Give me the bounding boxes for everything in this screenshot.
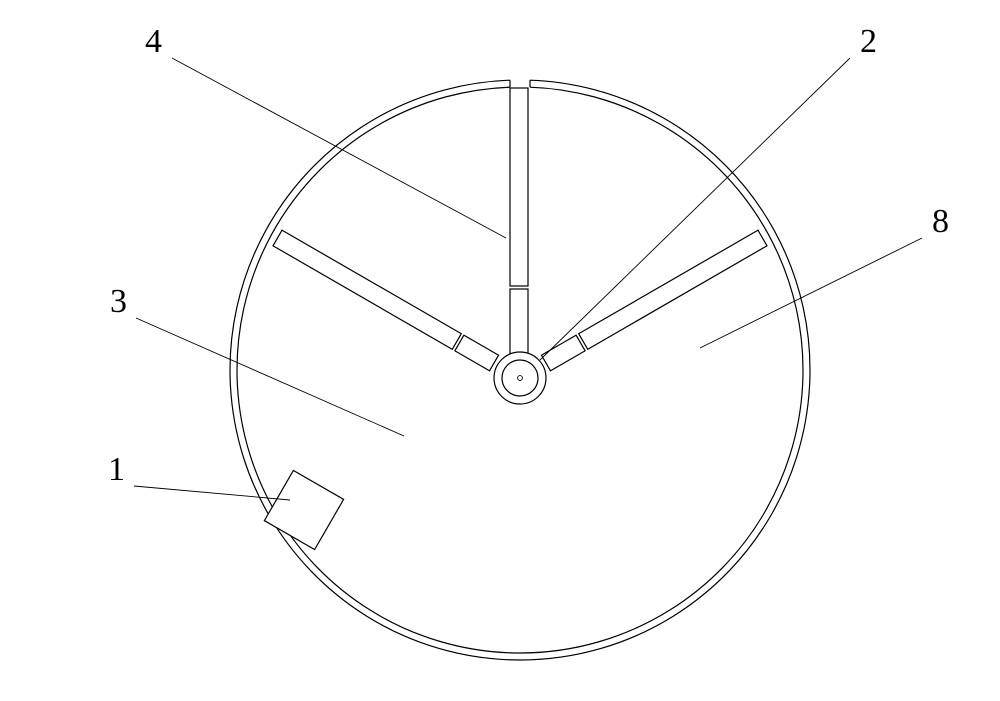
leader-l2 [540, 58, 850, 360]
hub-inner [502, 360, 538, 396]
leader-l8 [700, 238, 922, 348]
spoke-left-outer [273, 230, 461, 349]
spoke-left-inner [455, 335, 499, 371]
label-l1: 1 [108, 451, 125, 488]
label-l4: 4 [145, 23, 162, 60]
label-l2: 2 [860, 23, 877, 60]
label-l8: 8 [932, 203, 949, 240]
leader-l4 [172, 58, 506, 238]
end-tag-square [264, 470, 343, 549]
spoke-left [273, 230, 499, 371]
leader-l3 [136, 318, 404, 436]
spoke-right-outer [579, 230, 767, 349]
spoke-top-lower [510, 289, 528, 356]
spoke-top-upper [510, 88, 528, 286]
spoke-right-inner [541, 335, 585, 371]
spoke-right [541, 230, 767, 371]
label-l3: 3 [110, 283, 127, 320]
leader-l1 [134, 486, 290, 500]
